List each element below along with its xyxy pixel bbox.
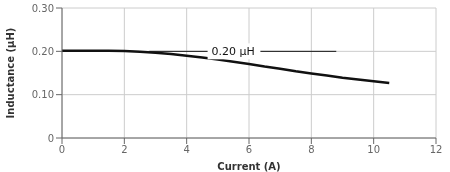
- svg-text:Inductance (μH): Inductance (μH): [8, 28, 16, 119]
- svg-text:8: 8: [308, 144, 314, 155]
- svg-text:2: 2: [121, 144, 127, 155]
- svg-text:0.10: 0.10: [32, 89, 54, 100]
- svg-text:0: 0: [59, 144, 65, 155]
- svg-text:0: 0: [48, 133, 54, 144]
- svg-text:0.20: 0.20: [32, 46, 54, 57]
- svg-text:0.20 μH: 0.20 μH: [212, 45, 255, 58]
- svg-text:0.30: 0.30: [32, 3, 54, 14]
- svg-text:10: 10: [367, 144, 380, 155]
- svg-text:Current (A): Current (A): [217, 161, 280, 172]
- svg-text:6: 6: [246, 144, 252, 155]
- svg-text:12: 12: [430, 144, 442, 155]
- svg-text:4: 4: [183, 144, 189, 155]
